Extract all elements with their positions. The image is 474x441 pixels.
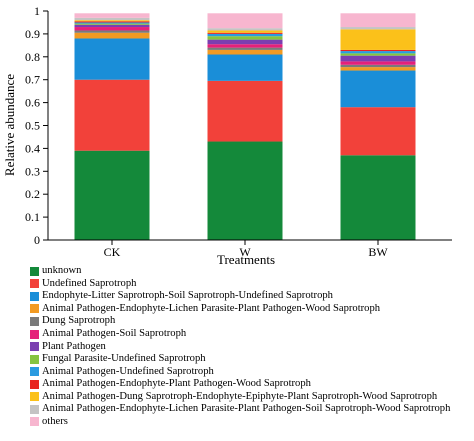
bar-segment-ck-11 xyxy=(74,17,150,21)
bar-segment-ck-9 xyxy=(74,21,150,23)
bar-segment-w-4 xyxy=(207,47,283,50)
x-tick-label-w: W xyxy=(239,245,251,259)
legend-swatch xyxy=(30,329,39,339)
legend-swatch xyxy=(30,354,39,364)
legend-swatch xyxy=(30,392,39,402)
bar-segment-ck-0 xyxy=(74,150,150,240)
y-tick-label: 0.6 xyxy=(25,96,40,110)
y-ticks-group: 0 0.1 0.2 0.3 0.4 0.5 0.6 0.7 0.8 0.9 1 xyxy=(25,4,48,247)
y-tick-label: 0 xyxy=(34,233,40,247)
legend-swatch xyxy=(30,417,39,427)
bar-segment-w-1 xyxy=(207,80,283,142)
legend-item: Undefined Saprotroph xyxy=(30,278,474,291)
bars-group xyxy=(74,13,416,240)
bar-segment-ck-3 xyxy=(74,32,150,39)
legend-item: Animal Pathogen-Undefined Saprotroph xyxy=(30,365,474,378)
legend-label: Animal Pathogen-Endophyte-Lichen Parasit… xyxy=(42,403,451,415)
y-tick-label: 0.8 xyxy=(25,50,40,64)
y-axis-label: Relative abundance xyxy=(2,74,17,176)
legend-swatch xyxy=(30,291,39,301)
bar-segment-ck-7 xyxy=(74,23,150,25)
bar-segment-bw-0 xyxy=(340,155,416,240)
bar-segment-w-11 xyxy=(207,28,283,31)
legend-item: unknown xyxy=(30,265,474,278)
legend-label: Animal Pathogen-Soil Saprotroph xyxy=(42,328,187,339)
legend-label: Animal Pathogen-Endophyte-Plant Pathogen… xyxy=(42,378,311,390)
legend-item: Animal Pathogen-Soil Saprotroph xyxy=(30,328,474,341)
legend-label: Animal Pathogen-Undefined Saprotroph xyxy=(42,365,214,377)
x-tick-label-bw: BW xyxy=(368,245,388,259)
legend-label: Plant Pathogen xyxy=(42,340,106,352)
legend-swatch xyxy=(30,404,39,414)
legend-item: Dung Saprotroph xyxy=(30,315,474,328)
x-tick-label-ck: CK xyxy=(104,245,121,259)
bar-segment-w-2 xyxy=(207,54,283,81)
y-tick-label: 0.1 xyxy=(25,210,40,224)
legend-swatch xyxy=(30,266,39,276)
bar-segment-ck-8 xyxy=(74,22,150,24)
legend-item: others xyxy=(30,416,474,429)
legend-label: Animal Pathogen-Endophyte-Lichen Parasit… xyxy=(42,302,381,314)
bar-segment-bw-10 xyxy=(340,29,416,50)
bar-segment-ck-1 xyxy=(74,79,150,151)
y-tick-label: 0.3 xyxy=(25,164,40,178)
bar-segment-w-5 xyxy=(207,44,283,48)
bar-segment-bw-4 xyxy=(340,64,416,68)
legend-label: Endophyte-Litter Saprotroph-Soil Saprotr… xyxy=(42,290,333,302)
legend-item: Plant Pathogen xyxy=(30,340,474,353)
legend-item: Animal Pathogen-Endophyte-Plant Pathogen… xyxy=(30,378,474,391)
bar-segment-ck-4 xyxy=(74,30,150,33)
legend-item: Endophyte-Litter Saprotroph-Soil Saprotr… xyxy=(30,290,474,303)
y-tick-label: 0.2 xyxy=(25,187,40,201)
bar-segment-w-3 xyxy=(207,49,283,55)
bar-segment-bw-7 xyxy=(340,53,416,56)
bar-segment-bw-8 xyxy=(340,51,416,54)
bar-segment-bw-12 xyxy=(340,13,416,28)
bar-segment-ck-5 xyxy=(74,27,150,31)
legend-swatch xyxy=(30,379,39,389)
bar-segment-bw-11 xyxy=(340,27,416,30)
y-tick-label: 1 xyxy=(34,4,40,18)
legend-label: Undefined Saprotroph xyxy=(42,277,137,289)
bar-segment-w-7 xyxy=(207,36,283,40)
y-tick-label: 0.9 xyxy=(25,27,40,41)
bar-segment-bw-9 xyxy=(340,49,416,52)
bar-segment-ck-2 xyxy=(74,38,150,80)
x-ticks-group: CK W BW xyxy=(104,240,388,259)
bar-segment-bw-6 xyxy=(340,55,416,62)
bar-segment-bw-1 xyxy=(340,107,416,156)
bar-segment-w-10 xyxy=(207,30,283,33)
legend-swatch xyxy=(30,367,39,377)
bar-segment-bw-2 xyxy=(340,70,416,108)
bar-segment-bw-3 xyxy=(340,67,416,71)
bar-segment-bw-5 xyxy=(340,61,416,65)
legend-swatch xyxy=(30,279,39,289)
y-tick-label: 0.4 xyxy=(25,141,40,155)
bar-segment-ck-10 xyxy=(74,20,150,22)
legend-item: Animal Pathogen-Endophyte-Lichen Parasit… xyxy=(30,403,474,416)
bar-segment-w-12 xyxy=(207,13,283,29)
bar-segment-w-6 xyxy=(207,39,283,45)
legend-swatch xyxy=(30,342,39,352)
legend-label: unknown xyxy=(42,265,82,277)
bar-segment-ck-6 xyxy=(74,24,150,28)
legend: unknown Undefined Saprotroph Endophyte-Lit… xyxy=(30,265,474,428)
legend-item: Fungal Parasite-Undefined Saprotroph xyxy=(30,353,474,366)
legend-label: Fungal Parasite-Undefined Saprotroph xyxy=(42,353,206,365)
legend-label: Animal Pathogen-Dung Saprotroph-Endophyt… xyxy=(42,390,438,402)
bar-segment-w-8 xyxy=(207,33,283,37)
legend-item: Animal Pathogen-Endophyte-Lichen Parasit… xyxy=(30,303,474,316)
y-tick-label: 0.5 xyxy=(25,119,40,133)
legend-label: others xyxy=(42,415,68,427)
bar-segment-ck-12 xyxy=(74,13,150,18)
legend-swatch xyxy=(30,316,39,326)
y-tick-label: 0.7 xyxy=(25,73,40,87)
bar-segment-w-9 xyxy=(207,32,283,34)
legend-swatch xyxy=(30,304,39,314)
legend-item: Animal Pathogen-Dung Saprotroph-Endophyt… xyxy=(30,390,474,403)
legend-label: Dung Saprotroph xyxy=(42,315,116,327)
bar-segment-w-0 xyxy=(207,141,283,240)
x-axis-label: Treatments xyxy=(217,252,275,265)
stacked-bar-chart: 0 0.1 0.2 0.3 0.4 0.5 0.6 0.7 0.8 0.9 1 CK W BW Rela… xyxy=(2,4,452,265)
